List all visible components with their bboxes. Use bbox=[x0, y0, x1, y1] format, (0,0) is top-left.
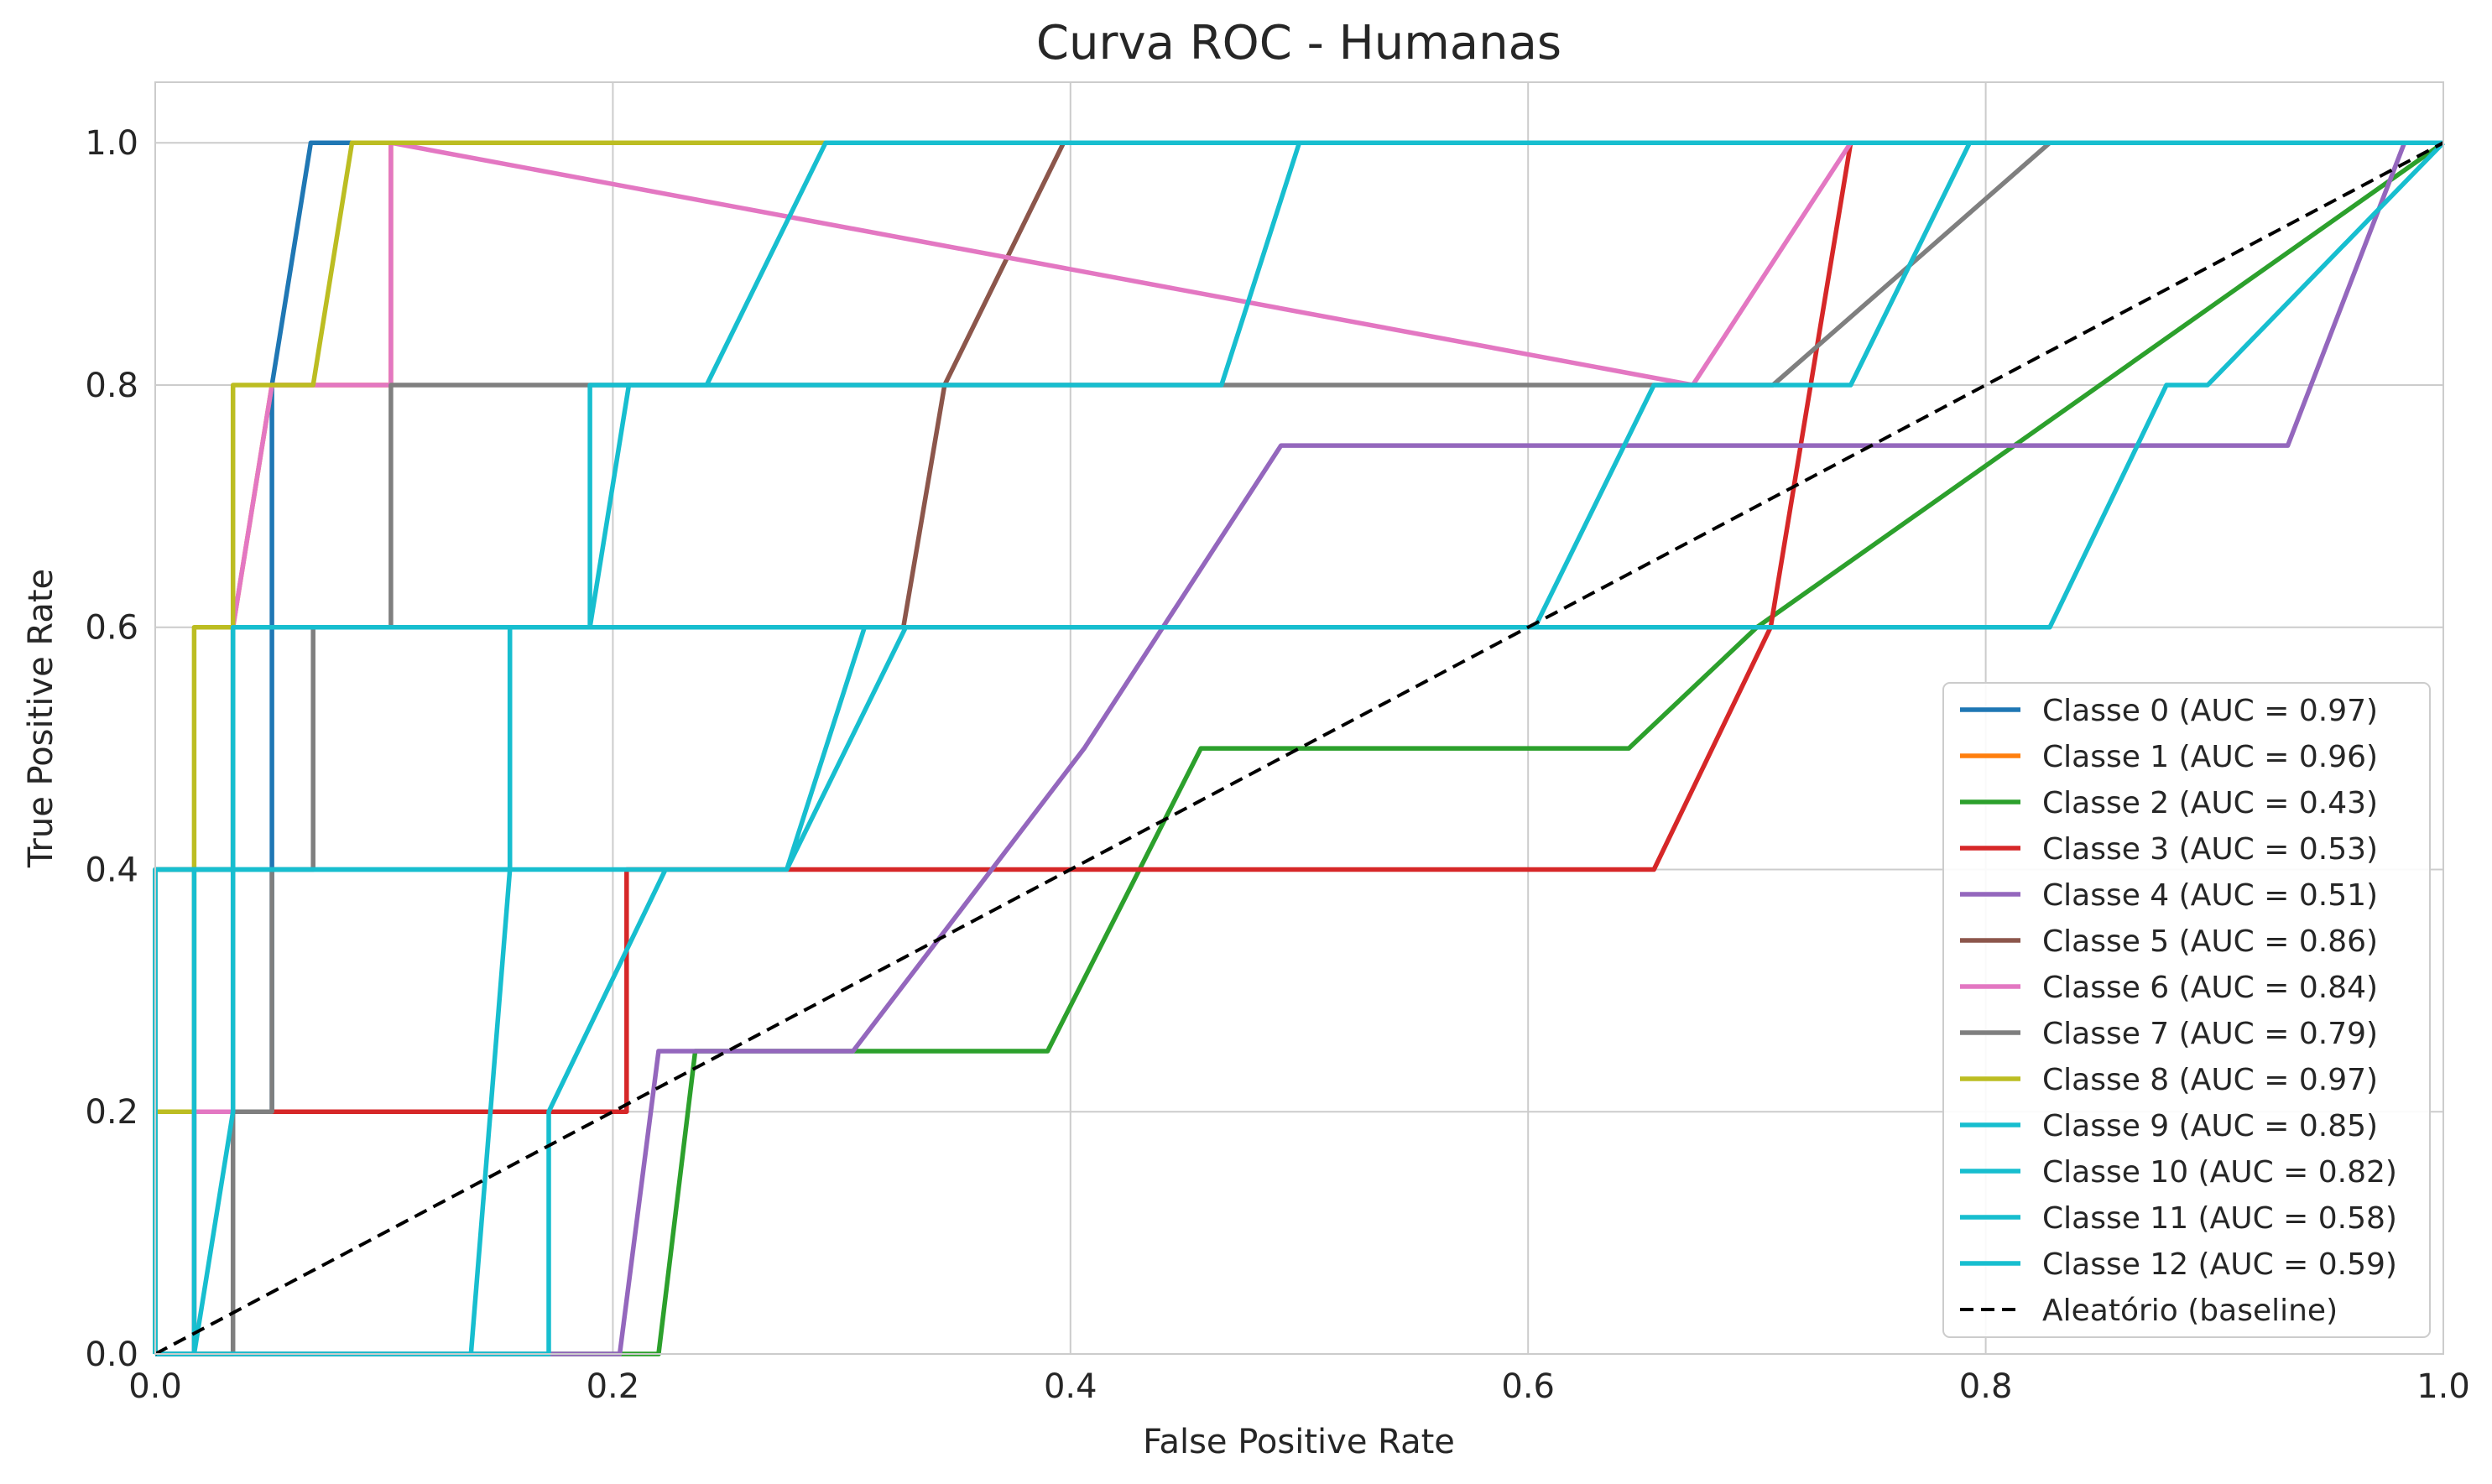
legend-label: Classe 6 (AUC = 0.84) bbox=[2042, 971, 2378, 1005]
legend-label: Classe 5 (AUC = 0.86) bbox=[2042, 924, 2378, 959]
series-lines bbox=[153, 140, 2445, 1356]
y-tick-label: 0.4 bbox=[85, 851, 138, 889]
legend-label: Classe 2 (AUC = 0.43) bbox=[2042, 786, 2378, 820]
x-tick-label: 0.6 bbox=[1501, 1367, 1555, 1406]
legend-label: Classe 12 (AUC = 0.59) bbox=[2042, 1247, 2397, 1282]
legend-label: Classe 4 (AUC = 0.51) bbox=[2042, 878, 2378, 913]
legend-label: Classe 11 (AUC = 0.58) bbox=[2042, 1201, 2397, 1236]
x-tick-label: 1.0 bbox=[2416, 1367, 2470, 1406]
x-tick-label: 0.2 bbox=[587, 1367, 640, 1406]
legend-label: Classe 0 (AUC = 0.97) bbox=[2042, 694, 2378, 728]
baseline-line bbox=[154, 141, 2444, 1356]
series-line-classe-7 bbox=[155, 140, 2443, 1356]
y-axis-label: True Positive Rate bbox=[22, 569, 60, 868]
x-tick-label: 0.0 bbox=[128, 1367, 182, 1406]
series-line-classe-12 bbox=[155, 141, 2445, 1356]
tick-labels: 0.0 0.2 0.4 0.6 0.8 1.0 0.0 0.2 0.4 0.6 0.8 1.0 bbox=[85, 124, 2469, 1406]
legend-label: Classe 8 (AUC = 0.97) bbox=[2042, 1063, 2378, 1097]
x-tick-label: 0.4 bbox=[1044, 1367, 1097, 1406]
x-axis-label: False Positive Rate bbox=[1143, 1423, 1455, 1461]
legend-label: Classe 10 (AUC = 0.82) bbox=[2042, 1155, 2397, 1190]
x-tick-label: 0.8 bbox=[1959, 1367, 2013, 1406]
legend: Classe 0 (AUC = 0.97) Classe 1 (AUC = 0.9… bbox=[1942, 682, 2431, 1338]
series-line-classe-2 bbox=[155, 140, 2445, 1356]
legend-label: Classe 1 (AUC = 0.96) bbox=[2042, 740, 2378, 774]
y-tick-label: 0.6 bbox=[85, 609, 138, 648]
chart-title: Curva ROC - Humanas bbox=[1036, 16, 1561, 70]
y-tick-label: 0.8 bbox=[85, 367, 138, 405]
legend-box bbox=[1942, 682, 2431, 1338]
legend-label: Classe 7 (AUC = 0.79) bbox=[2042, 1017, 2378, 1051]
y-tick-label: 1.0 bbox=[85, 124, 138, 163]
legend-label: Classe 3 (AUC = 0.53) bbox=[2042, 832, 2378, 867]
legend-label: Classe 9 (AUC = 0.85) bbox=[2042, 1109, 2378, 1143]
plot-frame bbox=[154, 81, 2444, 1355]
legend-label: Aleatório (baseline) bbox=[2042, 1294, 2338, 1328]
y-tick-label: 0.2 bbox=[85, 1093, 138, 1132]
y-tick-label: 0.0 bbox=[85, 1336, 138, 1374]
series-line-classe-4 bbox=[155, 140, 2443, 1356]
